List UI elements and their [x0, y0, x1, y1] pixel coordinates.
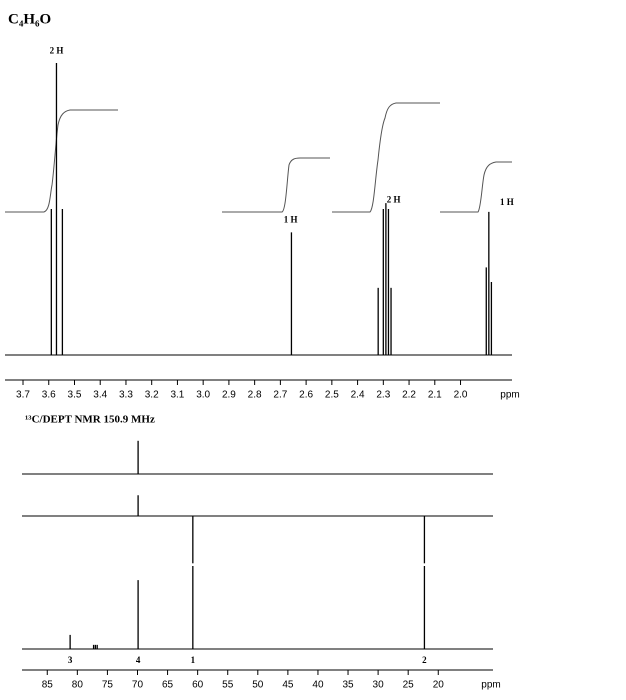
x-tick-label: 25	[403, 680, 415, 691]
annotation: 1 H	[500, 197, 514, 207]
carbon-title: ¹³C/DEPT NMR 150.9 MHz	[25, 414, 155, 426]
x-tick-label: 55	[222, 680, 234, 691]
annotation: 3	[68, 655, 73, 665]
x-tick-label: 2.9	[222, 390, 236, 401]
x-tick-label: 65	[162, 680, 174, 691]
x-tick-label: 3.5	[68, 390, 82, 401]
x-tick-label: 3.7	[16, 390, 30, 401]
x-tick-label: 50	[252, 680, 264, 691]
x-tick-label: 60	[192, 680, 204, 691]
x-tick-label: 40	[312, 680, 324, 691]
x-tick-label: 2.6	[299, 390, 313, 401]
annotation: 2 H	[50, 45, 64, 55]
x-tick-label: 2.3	[376, 390, 390, 401]
annotation: 2	[422, 655, 427, 665]
x-axis-label: ppm	[481, 680, 500, 691]
x-tick-label: 3.3	[119, 390, 133, 401]
x-tick-label: 2.7	[273, 390, 287, 401]
x-tick-label: 2.1	[428, 390, 442, 401]
x-axis-label: ppm	[500, 390, 519, 401]
annotation: 2 H	[387, 194, 401, 204]
x-tick-label: 80	[72, 680, 84, 691]
x-tick-label: 30	[373, 680, 385, 691]
annotation: 1 H	[284, 215, 298, 225]
x-tick-label: 75	[102, 680, 114, 691]
x-tick-label: 3.0	[196, 390, 210, 401]
integral-curves	[5, 102, 512, 213]
annotation: 1	[191, 655, 196, 665]
x-tick-label: 3.2	[145, 390, 159, 401]
integral-curve	[440, 161, 512, 213]
x-tick-label: 2.8	[248, 390, 262, 401]
x-tick-label: 3.6	[42, 390, 56, 401]
x-tick-label: 85	[42, 680, 54, 691]
annotation: 4	[136, 655, 141, 665]
x-tick-label: 3.1	[170, 390, 184, 401]
integral-curve	[222, 157, 330, 213]
integral-curve	[332, 102, 440, 213]
x-tick-label: 35	[342, 680, 354, 691]
formula-title: C₄H₆O	[8, 11, 51, 27]
x-tick-label: 2.5	[325, 390, 339, 401]
integral-curve	[5, 109, 118, 213]
x-tick-label: 3.4	[93, 390, 107, 401]
x-tick-label: 2.2	[402, 390, 416, 401]
x-tick-label: 45	[282, 680, 294, 691]
x-tick-label: 20	[433, 680, 445, 691]
x-tick-label: 2.0	[454, 390, 468, 401]
x-tick-label: 2.4	[351, 390, 365, 401]
x-tick-label: 70	[132, 680, 144, 691]
